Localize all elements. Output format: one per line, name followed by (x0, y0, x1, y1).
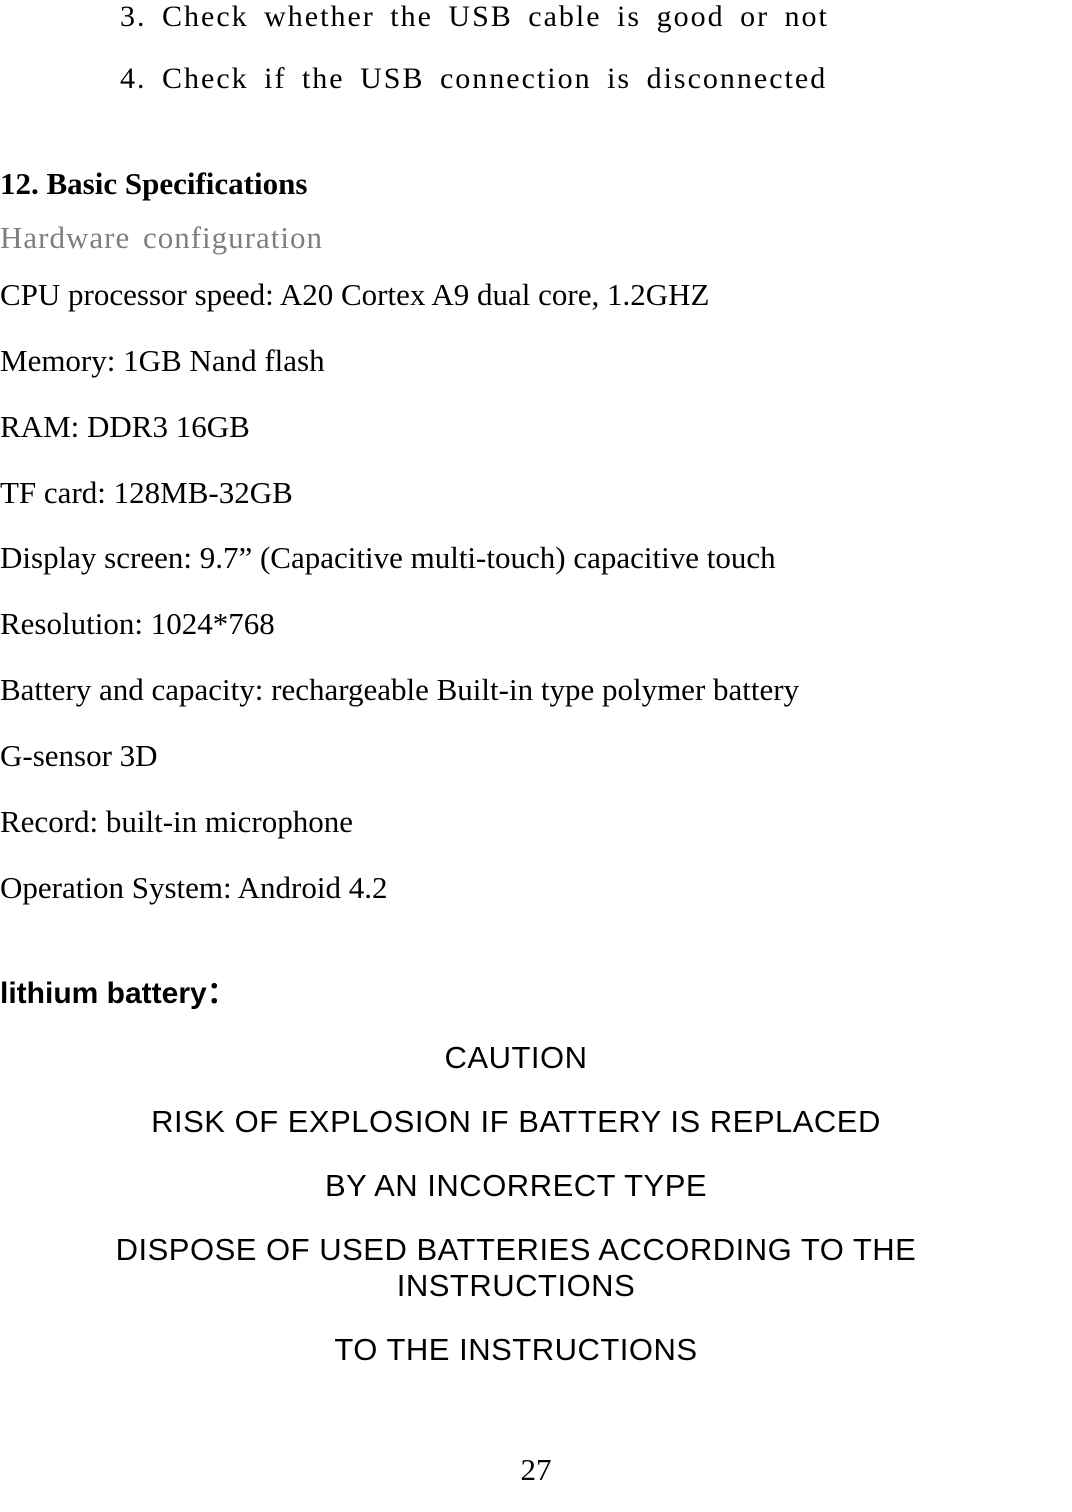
caution-line-4: DISPOSE OF USED BATTERIES ACCORDING TO T… (0, 1232, 1032, 1304)
section-subheading: Hardware configuration (0, 220, 1032, 256)
spec-gsensor: G-sensor 3D (0, 735, 1032, 777)
page-number: 27 (0, 1452, 1072, 1488)
spec-display: Display screen: 9.7” (Capacitive multi-t… (0, 537, 1032, 579)
caution-line-5: TO THE INSTRUCTIONS (0, 1332, 1032, 1368)
spec-cpu: CPU processor speed: A20 Cortex A9 dual … (0, 274, 1032, 316)
spec-record: Record: built-in microphone (0, 801, 1032, 843)
spec-ram: RAM: DDR3 16GB (0, 406, 1032, 448)
list-item-4: 4. Check if the USB connection is discon… (120, 62, 1032, 96)
spec-resolution: Resolution: 1024*768 (0, 603, 1032, 645)
section-heading: 12. Basic Specifications (0, 166, 1032, 202)
caution-line-2: RISK OF EXPLOSION IF BATTERY IS REPLACED (0, 1104, 1032, 1140)
spec-tfcard: TF card: 128MB-32GB (0, 472, 1032, 514)
document-page: 3. Check whether the USB cable is good o… (0, 0, 1072, 1512)
spec-memory: Memory: 1GB Nand flash (0, 340, 1032, 382)
caution-line-3: BY AN INCORRECT TYPE (0, 1168, 1032, 1204)
numbered-list: 3. Check whether the USB cable is good o… (0, 0, 1072, 96)
caution-line-1: CAUTION (0, 1040, 1032, 1076)
specifications-section: 12. Basic Specifications Hardware config… (0, 166, 1072, 1368)
list-item-3: 3. Check whether the USB cable is good o… (120, 0, 1032, 34)
spec-os: Operation System: Android 4.2 (0, 867, 1032, 909)
lithium-heading: lithium battery： (0, 968, 1032, 1012)
spec-battery: Battery and capacity: rechargeable Built… (0, 669, 1032, 711)
